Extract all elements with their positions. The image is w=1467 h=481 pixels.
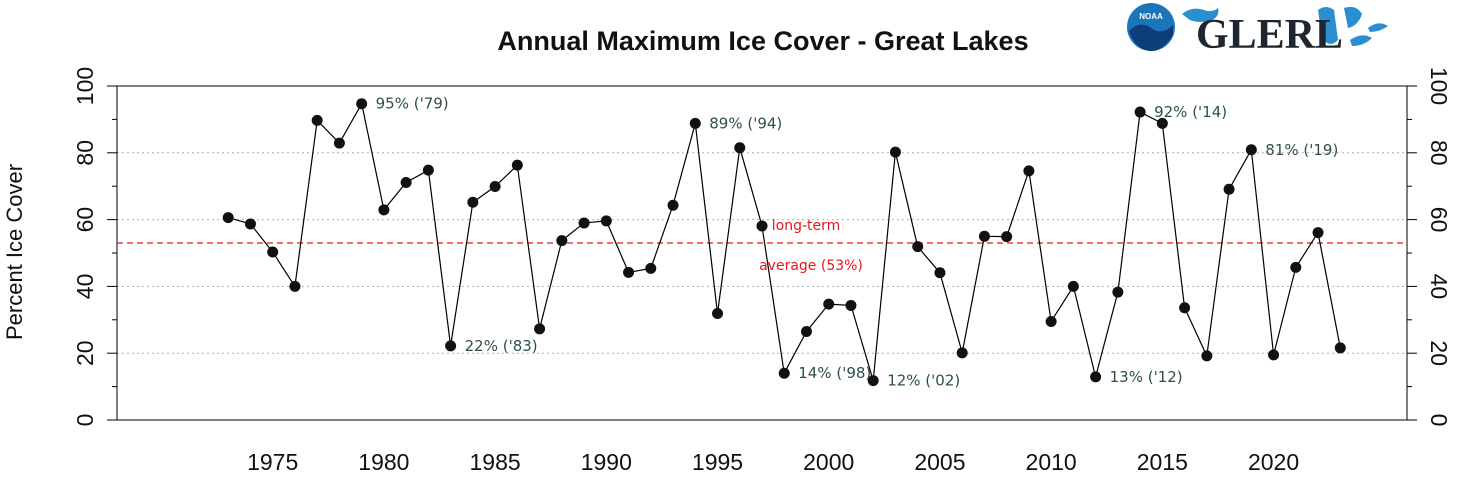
data-point <box>1334 342 1346 354</box>
x-tick-label: 1980 <box>358 449 409 475</box>
data-point <box>1245 144 1257 156</box>
data-point <box>823 298 835 310</box>
y-tick-label-left: 100 <box>72 67 98 105</box>
y-tick-label-right: 80 <box>1426 140 1452 166</box>
data-point <box>1001 231 1013 243</box>
data-point <box>489 181 501 193</box>
data-point <box>578 217 590 229</box>
data-point <box>645 262 657 274</box>
series-line <box>228 102 1341 381</box>
glerl-logo-lake-superior <box>1182 8 1219 22</box>
data-point <box>222 212 234 224</box>
data-point <box>623 266 635 278</box>
data-point <box>244 218 256 230</box>
annotation-label: 22% ('83) <box>465 337 538 355</box>
noaa-logo-wave <box>1129 24 1173 52</box>
annotation-label: 95% ('79) <box>376 95 449 113</box>
data-point <box>1090 371 1102 383</box>
data-point <box>534 323 546 335</box>
glerl-logo: GLERL <box>1182 6 1388 58</box>
data-point <box>800 325 812 337</box>
x-tick-label: 2020 <box>1248 449 1299 475</box>
data-point <box>289 280 301 292</box>
data-point <box>934 267 946 279</box>
data-point <box>400 177 412 189</box>
glerl-logo-lake-ontario <box>1368 23 1388 32</box>
data-point <box>1156 117 1168 129</box>
data-point <box>1290 261 1302 273</box>
x-tick-label: 1975 <box>247 449 298 475</box>
glerl-logo-text: GLERL <box>1196 12 1343 58</box>
data-point <box>1045 315 1057 327</box>
data-point <box>1201 350 1213 362</box>
average-label-line1: long-term <box>772 218 841 234</box>
data-point <box>311 114 323 126</box>
data-point <box>1067 280 1079 292</box>
data-point <box>778 367 790 379</box>
glerl-logo-lake-erie <box>1350 35 1372 46</box>
data-point <box>422 164 434 176</box>
glerl-logo-lake-huron <box>1344 6 1362 28</box>
x-tick-label: 2000 <box>803 449 854 475</box>
annotation-label: 12% ('02) <box>887 372 960 390</box>
data-point <box>689 117 701 129</box>
data-point <box>511 159 523 171</box>
data-point <box>467 196 479 208</box>
data-point <box>867 375 879 387</box>
annotation-label: 13% ('12) <box>1110 368 1183 386</box>
data-point <box>734 142 746 154</box>
glerl-logo-lake-michigan <box>1318 7 1338 44</box>
data-point <box>667 199 679 211</box>
y-tick-label-right: 0 <box>1426 414 1452 427</box>
data-point <box>912 241 924 253</box>
y-tick-label-left: 20 <box>72 340 98 366</box>
data-point <box>556 235 568 247</box>
y-tick-label-right: 100 <box>1426 67 1452 105</box>
data-point <box>889 146 901 158</box>
data-point <box>1179 302 1191 314</box>
data-point <box>356 98 368 110</box>
y-tick-label-left: 40 <box>72 274 98 300</box>
noaa-logo: NOAA <box>1127 3 1175 52</box>
y-tick-label-right: 40 <box>1426 274 1452 300</box>
y-tick-label-left: 60 <box>72 207 98 233</box>
data-point <box>1112 286 1124 298</box>
noaa-logo-text: NOAA <box>1139 12 1163 21</box>
x-tick-label: 1995 <box>692 449 743 475</box>
plot-frame <box>116 85 1408 421</box>
x-tick-label: 1985 <box>470 449 521 475</box>
data-point <box>1312 227 1324 239</box>
average-label-line2: average (53%) <box>759 258 863 274</box>
data-point <box>956 347 968 359</box>
data-point <box>333 137 345 149</box>
data-point <box>756 220 768 232</box>
data-point <box>1223 183 1235 195</box>
x-tick-label: 2015 <box>1137 449 1188 475</box>
y-tick-label-left: 80 <box>72 140 98 166</box>
data-point <box>378 204 390 216</box>
data-point <box>1023 165 1035 177</box>
data-point <box>978 230 990 242</box>
data-point <box>712 307 724 319</box>
y-tick-label-left: 0 <box>72 414 98 427</box>
annotation-label: 89% ('94) <box>709 114 782 132</box>
annotation-label: 14% ('98) <box>798 364 871 382</box>
x-tick-label: 2005 <box>914 449 965 475</box>
data-point <box>1268 349 1280 361</box>
y-axis-label: Percent Ice Cover <box>2 164 27 340</box>
annotation-label: 81% ('19) <box>1265 141 1338 159</box>
data-point <box>1134 106 1146 118</box>
y-tick-label-right: 60 <box>1426 207 1452 233</box>
x-tick-label: 1990 <box>581 449 632 475</box>
data-point <box>445 340 457 352</box>
y-tick-label-right: 20 <box>1426 340 1452 366</box>
data-point <box>267 246 279 258</box>
data-point <box>845 299 857 311</box>
data-point <box>600 215 612 227</box>
chart-title: Annual Maximum Ice Cover - Great Lakes <box>497 26 1028 56</box>
annotation-label: 92% ('14) <box>1154 103 1227 121</box>
x-tick-label: 2010 <box>1026 449 1077 475</box>
